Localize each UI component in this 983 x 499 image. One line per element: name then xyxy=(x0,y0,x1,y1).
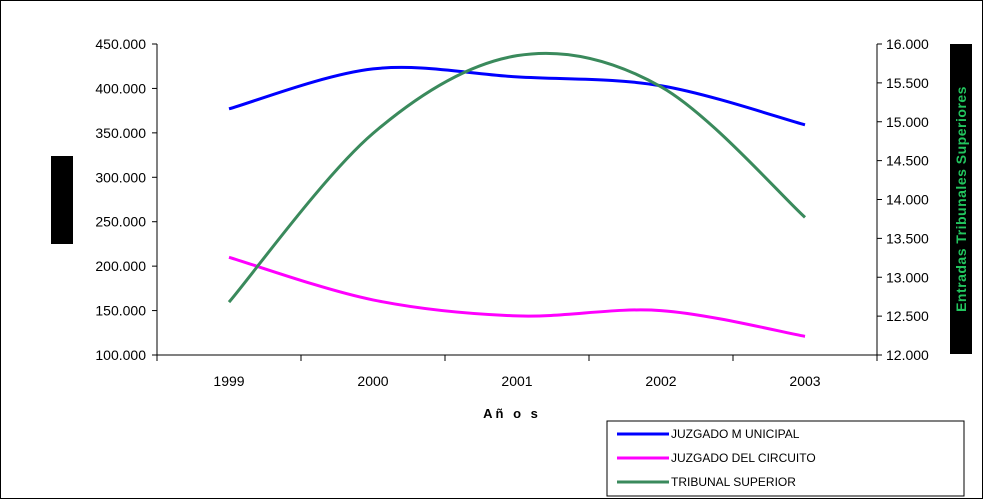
x-tick-label: 2003 xyxy=(789,373,820,389)
series-line-3 xyxy=(227,51,807,304)
legend-label: JUZGADO DEL CIRCUITO xyxy=(671,451,816,465)
y-axis-label-box xyxy=(51,156,73,244)
x-tick-label: 1999 xyxy=(213,373,244,389)
x-tick-label: 2000 xyxy=(357,373,388,389)
legend-label: TRIBUNAL SUPERIOR xyxy=(671,475,796,489)
y-tick-label: 250.000 xyxy=(95,214,146,230)
y-tick-label: 100.000 xyxy=(95,347,146,363)
y2-tick-label: 15.000 xyxy=(886,114,929,130)
y2-tick-label: 14.000 xyxy=(886,192,929,208)
y2-tick-label: 13.000 xyxy=(886,269,929,285)
y-tick-label: 200.000 xyxy=(95,258,146,274)
y2-tick-label: 12.500 xyxy=(886,308,929,324)
series-line-1 xyxy=(228,65,806,127)
y-tick-label: 450.000 xyxy=(95,36,146,52)
y2-tick-label: 15.500 xyxy=(886,75,929,91)
y2-tick-label: 16.000 xyxy=(886,36,929,52)
x-axis-label: Añ o s xyxy=(483,406,541,421)
y-tick-label: 400.000 xyxy=(95,80,146,96)
y2-tick-label: 12.000 xyxy=(886,347,929,363)
y-tick-label: 150.000 xyxy=(95,303,146,319)
y2-tick-label: 13.500 xyxy=(886,230,929,246)
y-tick-label: 300.000 xyxy=(95,169,146,185)
y2-axis-label-box xyxy=(950,44,972,354)
x-tick-label: 2001 xyxy=(501,373,532,389)
y-tick-label: 350.000 xyxy=(95,125,146,141)
series-line-2 xyxy=(228,255,806,338)
legend-label: JUZGADO M UNICIPAL xyxy=(671,427,800,441)
y2-tick-label: 14.500 xyxy=(886,153,929,169)
x-tick-label: 2002 xyxy=(645,373,676,389)
legend: JUZGADO M UNICIPAL JUZGADO DEL CIRCUITO TR… xyxy=(606,420,965,497)
y2-axis-label: Entradas Tribunales Superiores xyxy=(953,86,969,312)
